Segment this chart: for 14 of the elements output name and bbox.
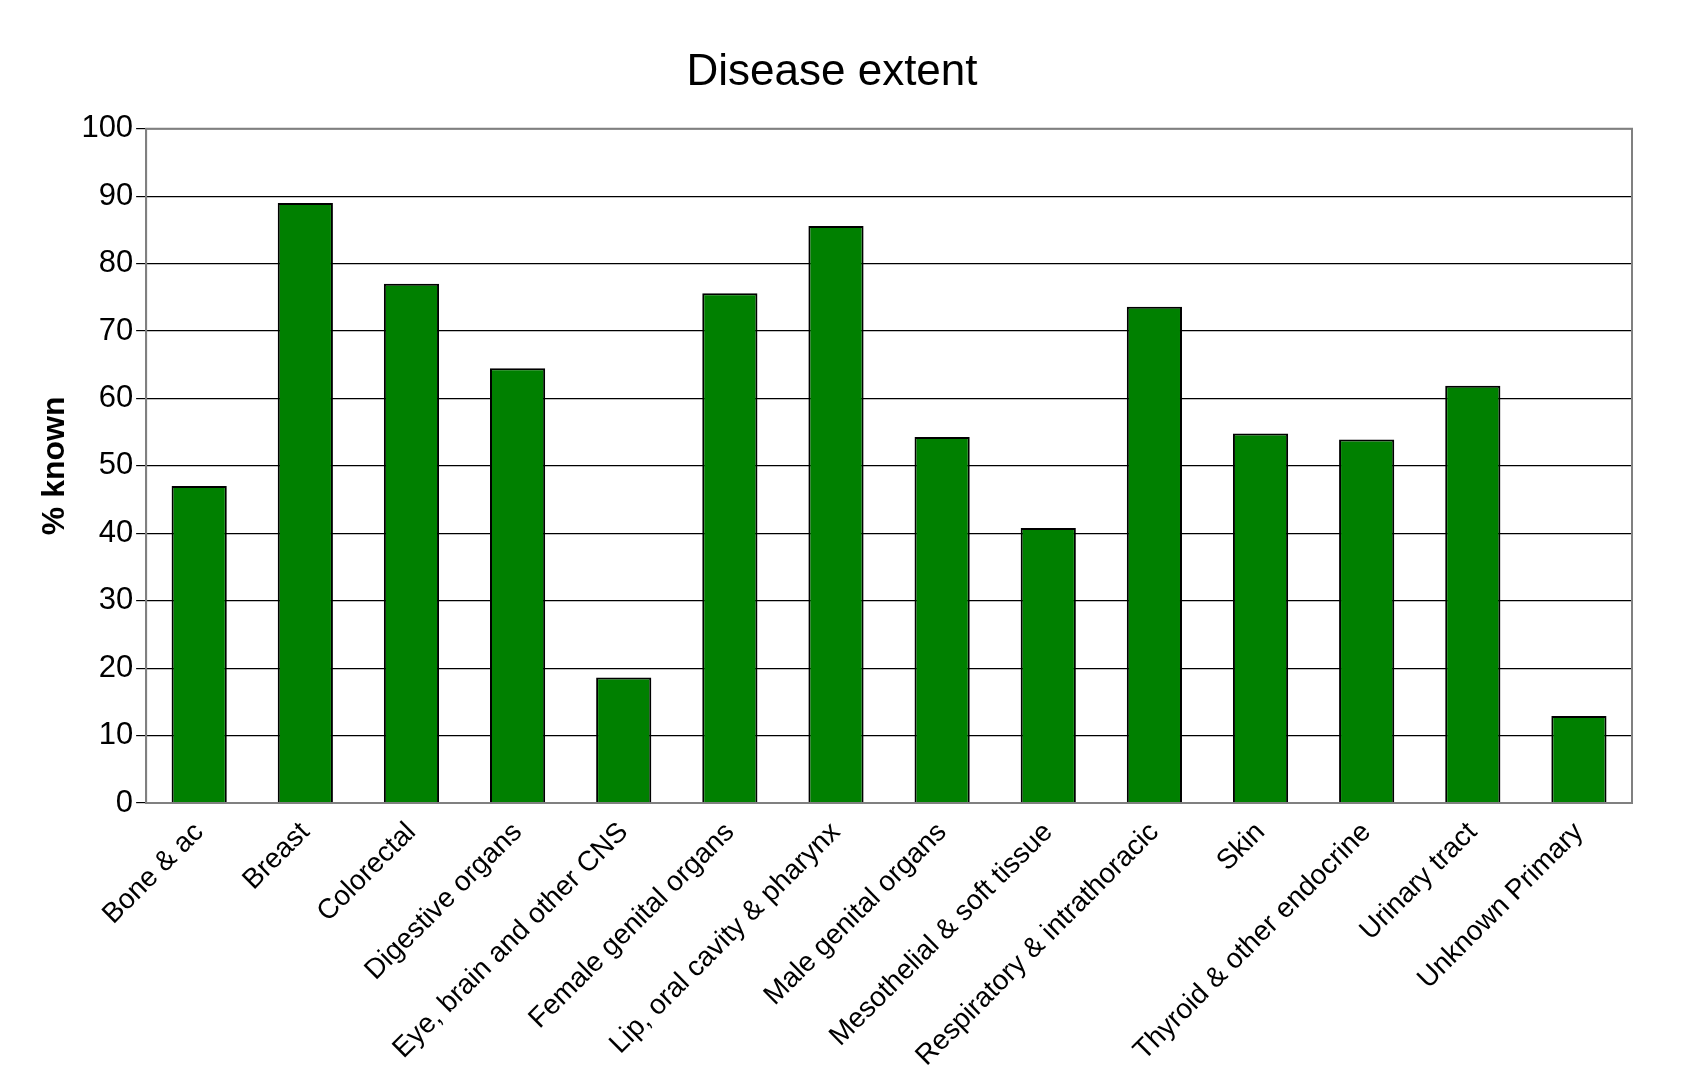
y-tick-label: 60 (98, 379, 134, 415)
x-tick-label: Skin (1209, 815, 1271, 877)
y-tick-label: 90 (98, 176, 134, 212)
y-tick-label: 50 (98, 446, 134, 482)
chart-title: Disease extent (686, 44, 978, 94)
y-tick-label: 30 (98, 581, 134, 617)
y-axis-title: % known (35, 396, 72, 536)
y-tick-label: 70 (98, 311, 134, 347)
y-tick-label: 0 (115, 783, 134, 819)
y-tick-label: 80 (98, 244, 134, 280)
y-tick-label: 100 (81, 109, 134, 145)
y-tick-label: 10 (98, 716, 134, 752)
y-tick-label: 40 (98, 513, 134, 549)
y-tick-label: 20 (98, 648, 134, 684)
